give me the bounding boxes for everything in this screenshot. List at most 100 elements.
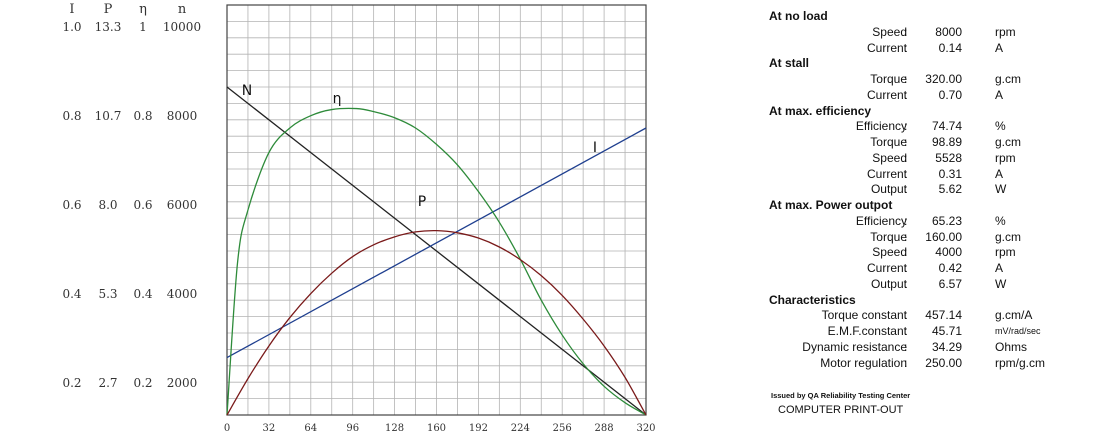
axis-scale-value: 0.2 <box>62 376 81 390</box>
spec-unit: rpm <box>995 245 1016 260</box>
spec-separator: : <box>904 339 908 354</box>
spec-separator: : <box>904 245 908 260</box>
axis-scale-value: 4000 <box>167 287 198 301</box>
spec-unit: g.cm <box>995 229 1022 244</box>
spec-value: 0.42 <box>938 261 962 275</box>
spec-section-title: At max. efficiency <box>769 103 872 118</box>
spec-value: 320.00 <box>925 72 962 86</box>
spec-value: 6.57 <box>938 276 962 291</box>
x-tick-label: 320 <box>636 423 655 434</box>
chart-grid <box>226 4 647 416</box>
spec-label: Current <box>866 166 907 181</box>
plot-frame <box>226 4 647 416</box>
axis-header: I <box>69 2 74 17</box>
y-axis-scales: 1.0 13.3 1 10000 0.8 10.7 0.8 8000 0.6 8.0 0.6 6000… <box>62 20 201 390</box>
spec-value: 250.00 <box>925 355 962 370</box>
axis-scale-value: 10.7 <box>95 109 122 123</box>
spec-label: Torque <box>870 72 907 86</box>
spec-label: Efficiency <box>855 213 907 228</box>
axis-scale-value: 2.7 <box>98 376 117 390</box>
spec-unit: % <box>995 119 1006 134</box>
spec-unit: g.cm <box>995 72 1022 86</box>
spec-label: Speed <box>872 24 907 39</box>
spec-unit: Ohms <box>995 339 1028 354</box>
spec-value: 4000 <box>935 245 962 260</box>
spec-separator: : <box>904 40 908 55</box>
spec-unit: A <box>995 40 1004 55</box>
x-tick-label: 96 <box>346 423 359 434</box>
spec-label: Current <box>866 87 907 102</box>
axis-scale-value: 1 <box>139 20 147 34</box>
axis-scale-value: 0.6 <box>62 198 81 212</box>
axis-scale-value: 0.4 <box>62 287 81 301</box>
spec-separator: : <box>904 87 908 102</box>
spec-label: E.M.F.constant <box>827 324 907 338</box>
spec-unit: % <box>995 213 1006 228</box>
spec-value: 457.14 <box>925 308 962 323</box>
spec-unit: W <box>995 182 1007 197</box>
spec-section-title: At max. Power outpot <box>769 198 893 212</box>
spec-value: 74.74 <box>931 119 962 134</box>
footer-text: COMPUTER PRINT-OUT <box>778 404 904 416</box>
spec-separator: : <box>904 308 908 323</box>
spec-value: 160.00 <box>925 229 962 244</box>
axis-scale-value: 5.3 <box>98 287 117 301</box>
spec-separator: : <box>904 150 908 165</box>
spec-unit: W <box>995 276 1007 291</box>
spec-section-title: At no load <box>769 9 828 23</box>
spec-separator: : <box>904 182 908 197</box>
spec-separator: : <box>904 276 908 291</box>
spec-label: Output <box>870 276 907 291</box>
spec-label: Current <box>866 261 907 275</box>
spec-unit: rpm/g.cm <box>995 355 1046 370</box>
spec-separator: : <box>904 24 908 39</box>
x-tick-label: 128 <box>385 423 404 434</box>
spec-value: 0.14 <box>938 40 962 55</box>
spec-value: 34.29 <box>931 339 962 354</box>
curve-label-eta: η <box>333 91 342 107</box>
chart-series <box>226 86 647 416</box>
spec-label: Torque <box>870 229 907 244</box>
curve-label-p: P <box>418 194 426 210</box>
x-tick-label: 224 <box>511 423 530 434</box>
x-tick-label: 32 <box>263 423 276 434</box>
spec-unit: A <box>995 87 1004 102</box>
spec-separator: : <box>904 229 908 244</box>
spec-value: 45.71 <box>931 324 962 338</box>
spec-value: 5528 <box>935 150 962 165</box>
spec-label: Motor regulation <box>820 355 907 370</box>
series-line-i <box>226 127 647 359</box>
spec-label: Speed <box>872 245 907 260</box>
spec-label: Dynamic resistance <box>802 339 907 354</box>
spec-separator: : <box>904 72 908 86</box>
axis-scale-value: 0.8 <box>62 109 81 123</box>
axis-scale-value: 0.8 <box>133 109 152 123</box>
x-tick-label: 192 <box>469 423 488 434</box>
axis-scale-value: 0.6 <box>133 198 152 212</box>
curve-label-n: N <box>242 83 252 99</box>
spec-unit: rpm <box>995 24 1016 39</box>
axis-scale-value: 10000 <box>163 20 201 34</box>
spec-value: 0.31 <box>938 166 962 181</box>
spec-section-title: At stall <box>769 56 810 71</box>
spec-section-title: Characteristics <box>769 292 856 307</box>
spec-unit: A <box>995 261 1004 275</box>
spec-separator: : <box>904 119 908 134</box>
spec-unit: mV/rad/sec <box>995 326 1041 336</box>
spec-value: 0.70 <box>938 87 962 102</box>
axis-scale-value: 0.4 <box>133 287 152 301</box>
spec-unit: g.cm/A <box>995 308 1033 323</box>
issued-by-note: Issued by QA Reliability Testing Center <box>771 391 911 400</box>
axis-header: η <box>139 2 147 17</box>
axis-scale-value: 8.0 <box>98 198 117 212</box>
axis-scale-value: 13.3 <box>95 20 122 34</box>
spec-separator: : <box>904 135 908 149</box>
spec-value: 65.23 <box>931 213 962 228</box>
spec-value: 5.62 <box>938 182 962 197</box>
x-tick-label: 256 <box>553 423 572 434</box>
spec-unit: A <box>995 166 1004 181</box>
spec-label: Torque constant <box>821 308 907 323</box>
spec-value: 8000 <box>935 24 962 39</box>
